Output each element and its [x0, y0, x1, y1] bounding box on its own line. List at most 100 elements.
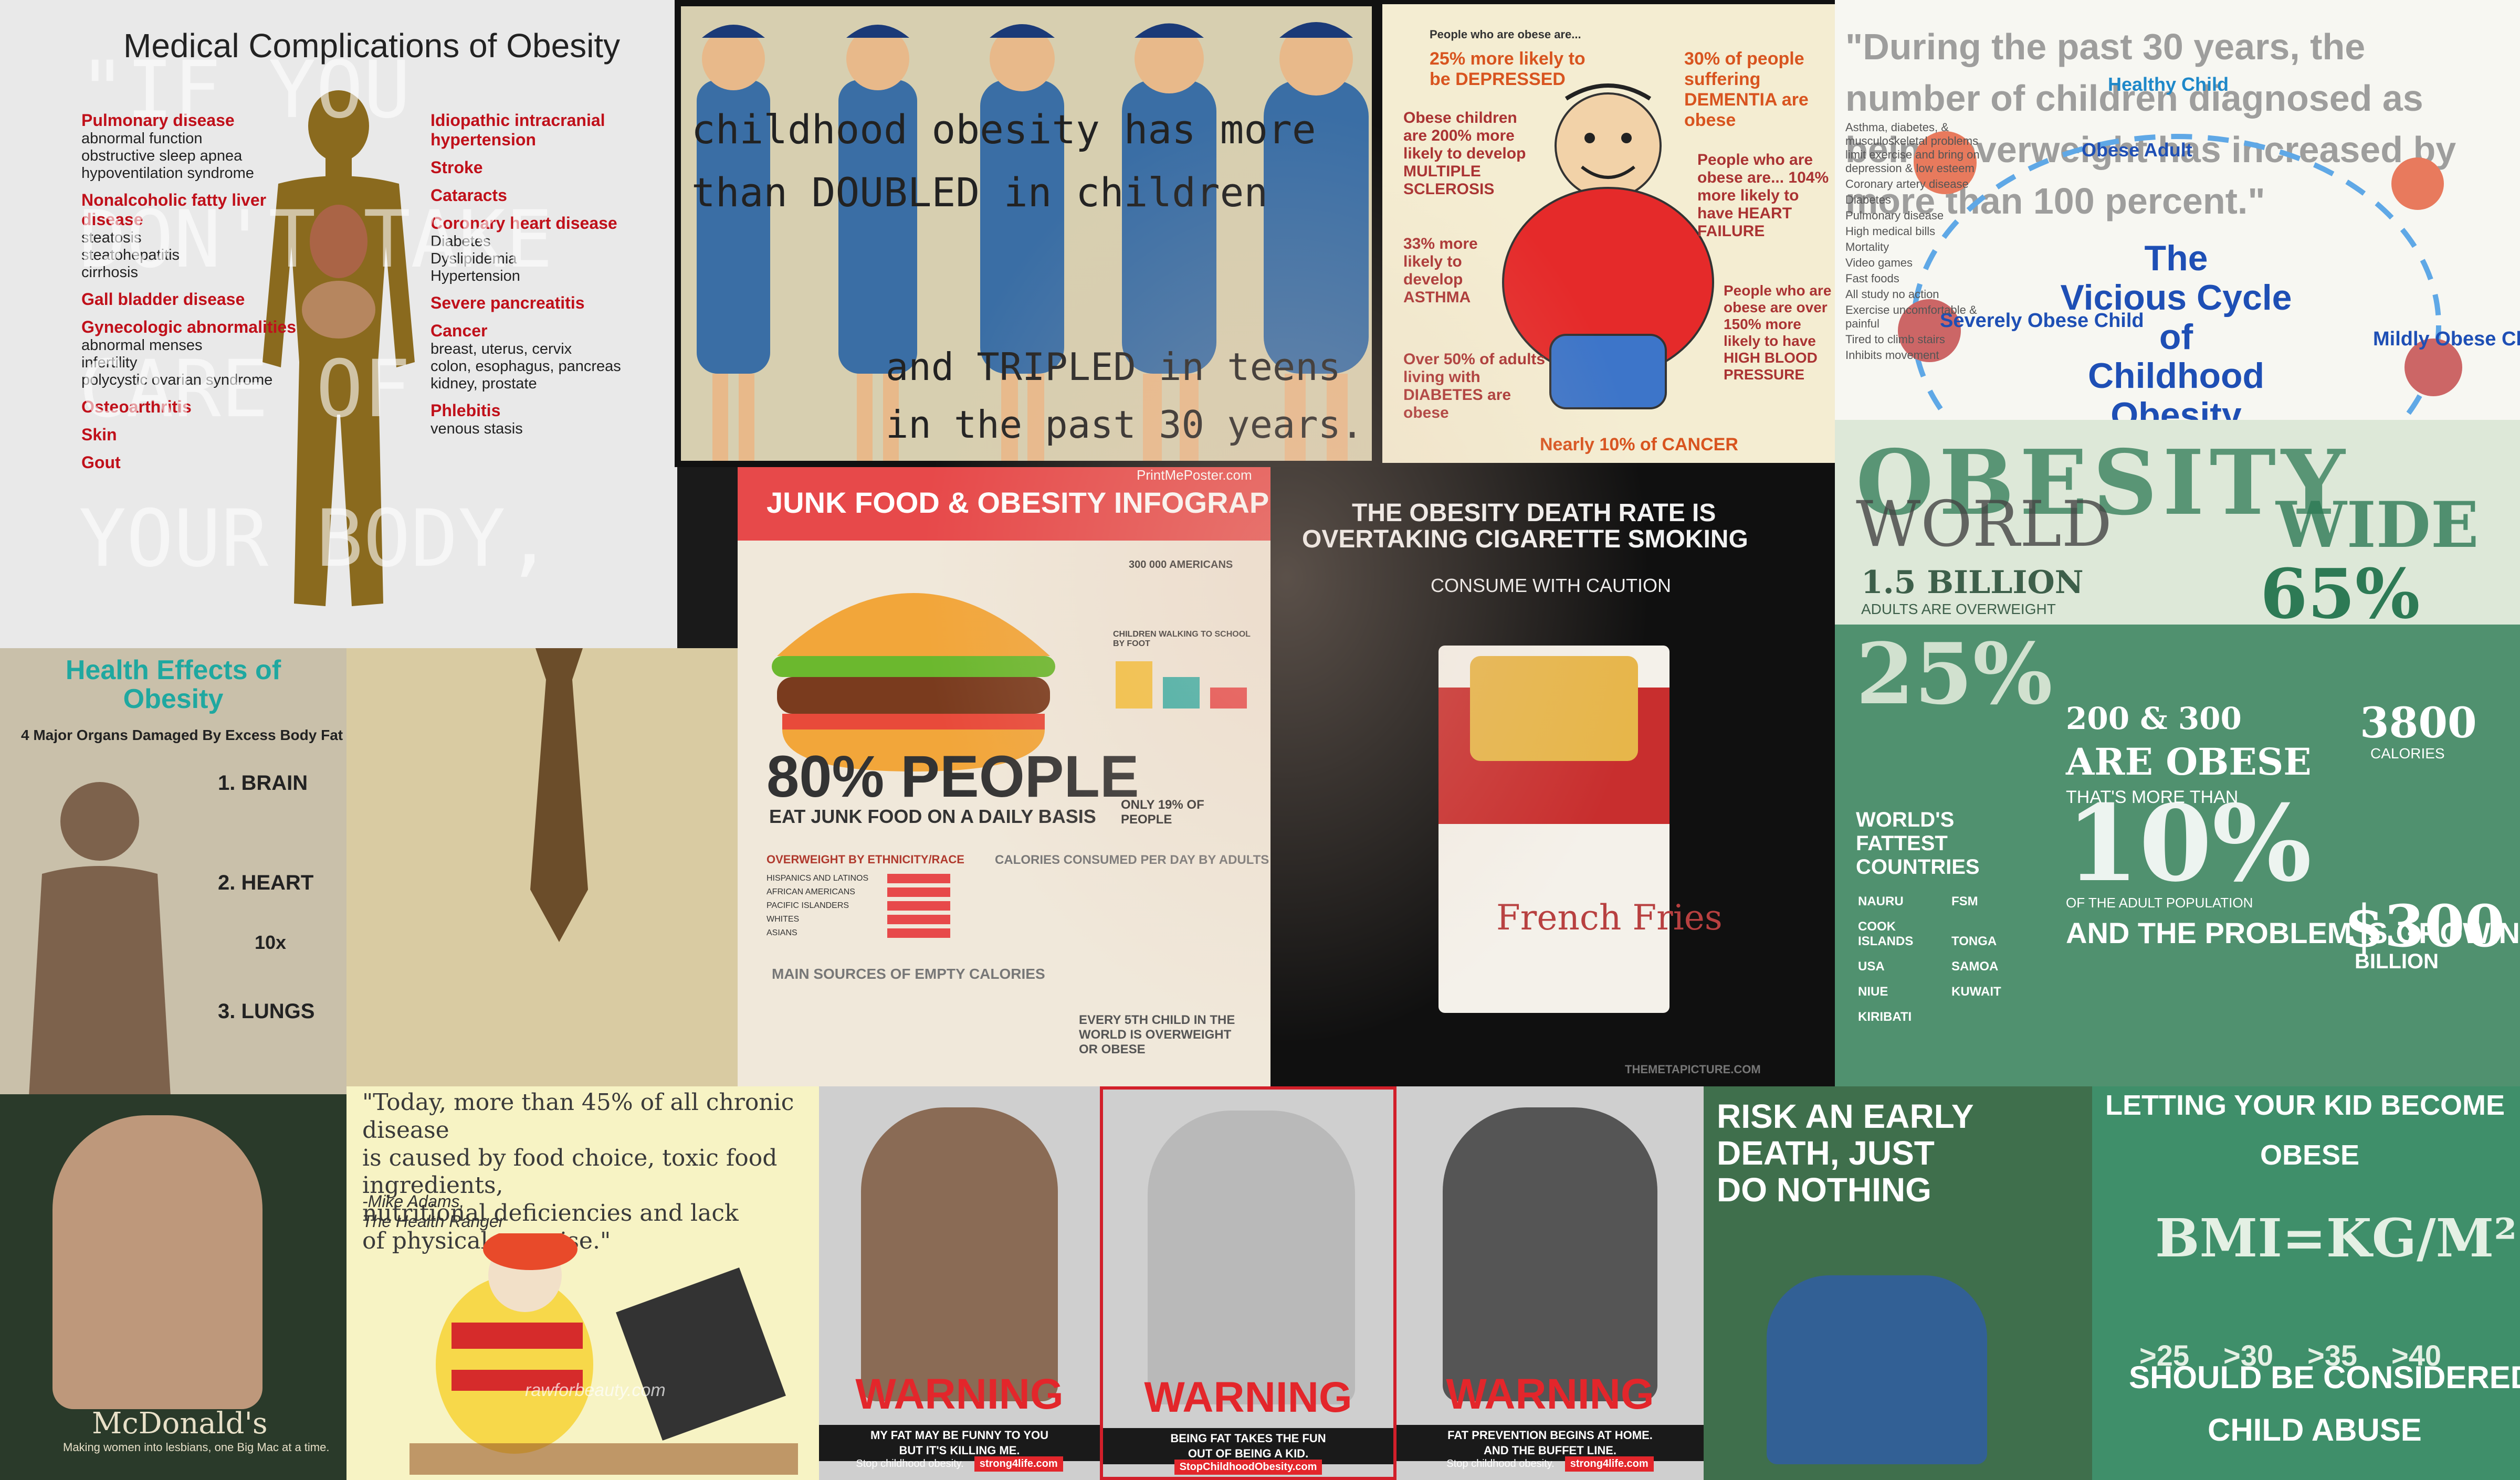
ww-flag-item: TONGA — [1951, 934, 1997, 948]
cycle-note: Asthma, diabetes, & musculoskeletal prob… — [1845, 121, 1980, 175]
cycle-note: Diabetes — [1845, 193, 1891, 206]
ww-stat-1: 1.5 BILLION — [1861, 564, 2084, 601]
obesity-stats-cartoon: People who are obese are... 25% more lik… — [1378, 0, 1840, 467]
junk-big: 80% PEOPLE — [766, 744, 1139, 809]
boy-figure — [52, 1115, 262, 1409]
junk-eth-bar — [887, 874, 950, 883]
ww-title-3: WIDE — [2276, 488, 2479, 562]
ww-flag-item: COOK ISLANDS — [1858, 919, 1914, 948]
medical-item: obstructive sleep apnea — [81, 147, 243, 164]
ww-pct-10: 10% — [2066, 782, 2312, 905]
junk-header — [738, 467, 1270, 541]
bmi-line-2: OBESE — [2260, 1139, 2360, 1171]
businessman-panel — [346, 648, 746, 1094]
medical-heading: Skin — [81, 425, 117, 444]
bmi-value: >35 — [2307, 1339, 2357, 1372]
bmi-value: >40 — [2391, 1339, 2441, 1372]
stat-ms: Obese children are 200% more likely to d… — [1403, 109, 1526, 198]
quote-text: "Today, more than 45% of all chronic dis… — [362, 1089, 814, 1255]
junk-eth-row: HISPANICS AND LATINOS — [766, 874, 976, 883]
warning-poster: WARNING BEING FAT TAKES THE FUN OUT OF BEI… — [1100, 1086, 1396, 1480]
medical-item: colon, esophagus, pancreas — [430, 358, 621, 375]
warning-sub-line: BUT IT'S KILLING ME. — [899, 1443, 1020, 1457]
medical-heading: Gout — [81, 453, 121, 472]
quote-line: "Today, more than 45% of all chronic dis… — [362, 1089, 794, 1144]
ww-mid-1: 200 & 300 — [2066, 701, 2242, 736]
quote-line: is caused by food choice, toxic food ing… — [362, 1144, 778, 1199]
warning-poster: WARNING FAT PREVENTION BEGINS AT HOME. AND… — [1396, 1086, 1704, 1480]
warning-sub: FAT PREVENTION BEGINS AT HOME. AND THE BU… — [1396, 1425, 1704, 1462]
medical-heading: Osteoarthritis — [81, 397, 192, 416]
ww-flag-item: KIRIBATI — [1858, 1010, 1912, 1024]
warning-url: strong4life.com — [1564, 1456, 1654, 1472]
warning-stop: Stop childhood obesity. — [856, 1458, 964, 1470]
cycle-severe: Severely Obese Child — [1940, 310, 2144, 332]
warning-url: strong4life.com — [974, 1456, 1063, 1472]
quote-author: -Mike Adams, The Health Ranger — [362, 1191, 504, 1232]
kids-silhouettes — [697, 22, 1369, 461]
medical-item: steatohepatitis — [81, 247, 180, 263]
stat-dementia: 30% of people suffering DEMENTIA are obe… — [1684, 49, 1809, 130]
ww-growing: AND THE PROBLEM IS GROWING — [2066, 916, 2520, 949]
fries-title-2: OVERTAKING CIGARETTE SMOKING — [1302, 525, 1748, 553]
cycle-note: Fast foods — [1845, 272, 1899, 285]
ww-flag-item: KUWAIT — [1951, 985, 2001, 999]
stat-asthma: 33% more likely to develop ASTHMA — [1403, 235, 1478, 306]
slogan-line: DON'T TAKE — [79, 194, 553, 286]
junk-eth-row: PACIFIC ISLANDERS — [766, 901, 976, 911]
slogan-line: "IF YOU — [79, 45, 411, 136]
medical-heading: Phlebitis — [430, 401, 501, 420]
burger-icon — [772, 593, 1055, 771]
junk-site: PrintMePoster.com — [1137, 467, 1252, 483]
medical-item: abnormal menses — [81, 337, 203, 354]
ww-countries: WORLD'S FATTEST COUNTRIES — [1856, 808, 1980, 879]
ww-calories: 3800 — [2360, 698, 2477, 747]
warning-sub-line: FAT PREVENTION BEGINS AT HOME. — [1447, 1429, 1653, 1442]
medical-item: steatosis — [81, 229, 142, 246]
medical-item: Diabetes — [430, 233, 491, 250]
medical-heading: Gynecologic abnormalities — [81, 318, 296, 336]
medical-heading: Cataracts — [430, 186, 507, 205]
junk-eth-row: AFRICAN AMERICANS — [766, 887, 976, 897]
medical-heading: Stroke — [430, 158, 483, 177]
fries-caution: CONSUME WITH CAUTION — [1431, 575, 1671, 596]
medical-heading: Nonalcoholic fatty liver disease — [81, 191, 267, 229]
medical-heading: Pulmonary disease — [81, 111, 235, 130]
warning-child-figure — [1147, 1111, 1356, 1404]
bmi-value: >30 — [2223, 1339, 2273, 1372]
mcdonalds-panel: McDonald's Making women into lesbians, o… — [0, 1094, 346, 1480]
junk-eth-row: WHITES — [766, 915, 976, 924]
mcd-brand: McDonald's — [92, 1407, 268, 1441]
ww-title-2: WORLD — [1856, 488, 2112, 561]
junk-deaths: 300 000 AMERICANS — [1129, 559, 1233, 570]
body-silhouette — [262, 90, 415, 606]
medical-heading: Severe pancreatitis — [430, 293, 585, 312]
medical-right-column: Idiopathic intracranial hypertension Stro… — [430, 102, 656, 438]
medical-item: Dyslipidemia — [430, 250, 517, 267]
bmi-formula: BMI=KG/M² — [2155, 1207, 2517, 1269]
stat-cancer: Nearly 10% of CANCER — [1540, 435, 1738, 454]
quote-author-line: -Mike Adams, — [362, 1192, 465, 1211]
junk-only: ONLY 19% OF PEOPLE — [1121, 798, 1204, 827]
ww-stat-2: 65% — [2260, 554, 2420, 634]
fries-title-1: THE OBESITY DEATH RATE IS — [1352, 499, 1716, 527]
risk-line-2: DEATH, JUST — [1717, 1134, 1935, 1172]
stat-bp: People who are obese are over 150% more … — [1724, 282, 1832, 383]
cycle-note: Tired to climb stairs — [1845, 333, 1945, 346]
cycle-note: Pulmonary disease — [1845, 209, 1944, 222]
warning-sub: MY FAT MAY BE FUNNY TO YOU BUT IT'S KILLI… — [819, 1425, 1100, 1462]
medical-item: cirrhosis — [81, 264, 138, 281]
quote-site: rawforbeauty.com — [525, 1380, 666, 1400]
stat-depressed: 25% more likely to be DEPRESSED — [1430, 49, 1586, 89]
junk-cal: CALORIES CONSUMED PER DAY BY ADULTS — [995, 853, 1269, 867]
warning-footer: StopChildhoodObesity.com — [1103, 1460, 1393, 1475]
risk-line-3: DO NOTHING — [1717, 1171, 1931, 1209]
fries-footer: THEMETAPICTURE.COM — [1625, 1063, 1761, 1076]
fries-box-label: French Fries — [1496, 897, 1723, 938]
medical-item: venous stasis — [430, 420, 523, 437]
medical-heading: Idiopathic intracranial hypertension — [430, 111, 605, 149]
warning-title: WARNING — [855, 1370, 1064, 1418]
ww-money-sub: BILLION — [2355, 950, 2439, 973]
bmi-line-1: LETTING YOUR KID BECOME — [2105, 1090, 2505, 1121]
